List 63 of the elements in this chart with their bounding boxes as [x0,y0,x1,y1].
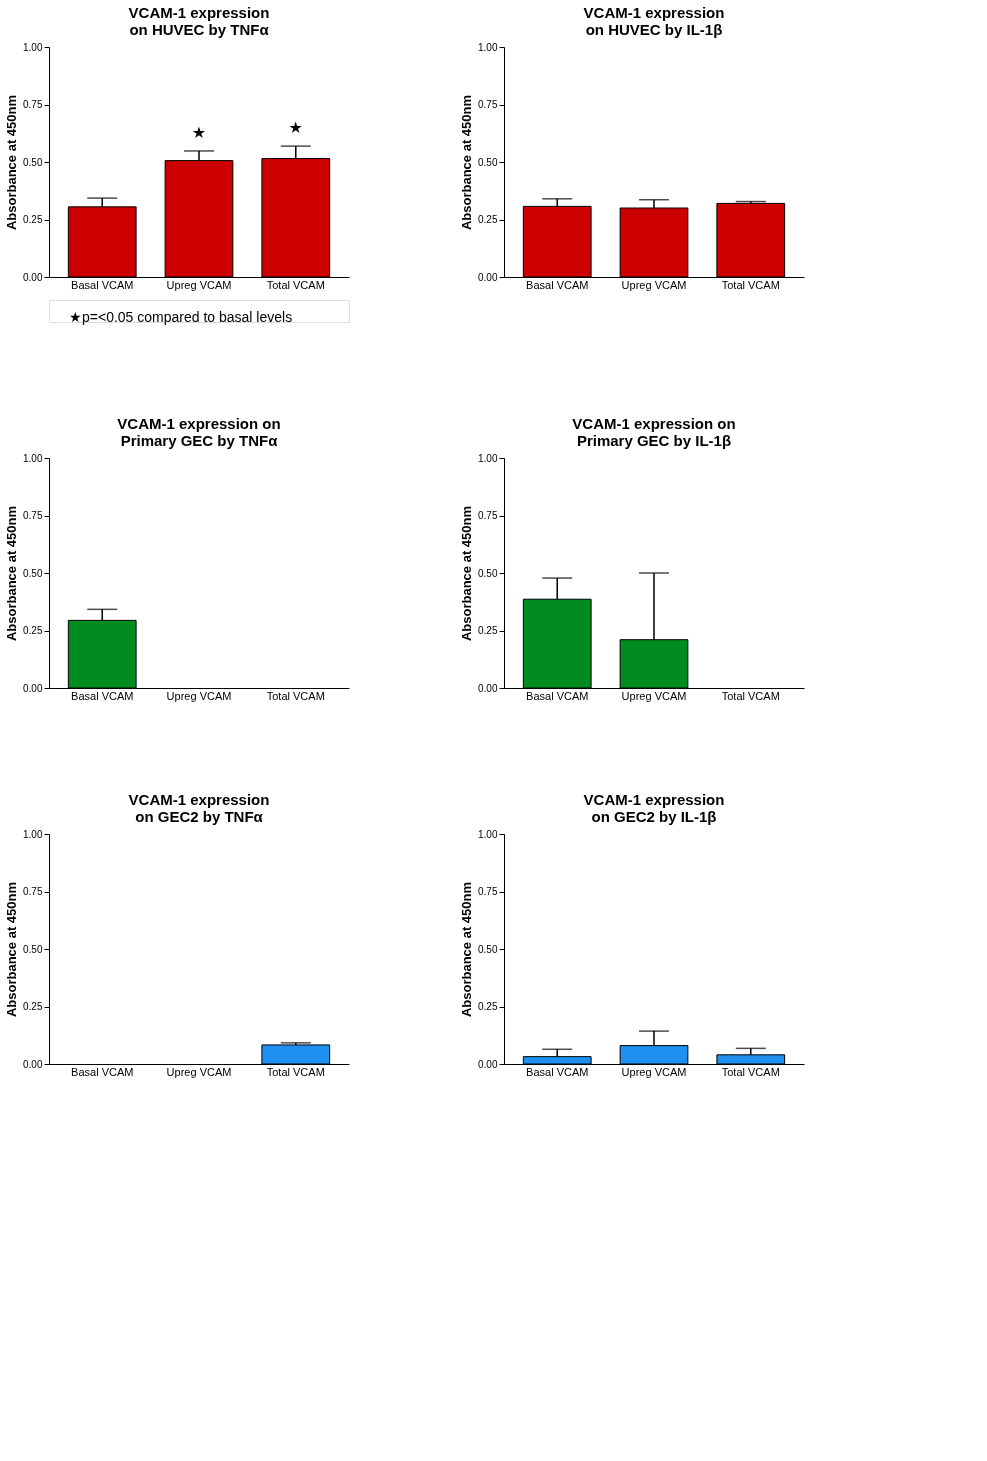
y-tick-label: 0.75 [478,510,498,521]
y-tick-label: 0.00 [23,271,43,283]
x-tick-label: Basal VCAM [526,1065,589,1078]
y-tick-label: 0.25 [478,214,498,225]
x-tick-label: Basal VCAM [526,689,589,702]
y-tick-label: 0.25 [478,1001,498,1012]
y-tick-label: 0.25 [23,1001,43,1012]
y-tick-label: 0.25 [478,625,498,636]
y-tick-label: 0.75 [23,886,43,897]
y-tick-label: 1.00 [23,828,43,840]
x-tick-label: Basal VCAM [526,278,589,291]
y-tick-label: 1.00 [478,828,498,840]
y-tick-label: 0.75 [23,510,43,521]
text: ★p=<0.05 compared to basal levels [69,309,293,325]
x-tick-label: Total VCAM [721,278,780,291]
y-tick-label: 0.00 [478,682,498,694]
y-tick-label: 0.50 [478,156,498,168]
y-tick-label: 0.50 [478,567,498,579]
y-tick-label: 0.75 [478,886,498,897]
x-tick-label: Upreg VCAM [166,1065,232,1078]
annotation: ★ [191,122,207,142]
chart-title: VCAM-1 expression on HUVEC by IL-1β [583,4,725,38]
x-tick-label: Total VCAM [721,689,780,702]
y-tick-label: 0.75 [23,99,43,110]
x-tick-label: Upreg VCAM [621,689,687,702]
y-tick-label: 0.75 [478,99,498,110]
y-tick-label: 1.00 [23,452,43,464]
y-axis-title: Absorbance at 450nm [459,881,475,1018]
y-tick-label: 0.50 [23,567,43,579]
x-tick-label: Upreg VCAM [166,278,232,291]
x-tick-label: Upreg VCAM [621,1065,687,1078]
y-axis-title: Absorbance at 450nm [4,505,20,642]
x-tick-label: Total VCAM [266,278,325,291]
y-axis-title: Absorbance at 450nm [4,94,20,231]
chart-title: VCAM-1 expression on HUVEC by TNFα [128,4,270,38]
y-tick-label: 0.25 [23,214,43,225]
x-tick-label: Upreg VCAM [166,689,232,702]
y-tick-label: 0.50 [23,943,43,955]
y-axis-title: Absorbance at 450nm [459,94,475,231]
y-tick-label: 0.00 [478,271,498,283]
y-tick-label: 0.00 [23,682,43,694]
x-tick-label: Basal VCAM [71,689,134,702]
x-tick-label: Total VCAM [721,1065,780,1078]
y-tick-label: 1.00 [478,41,498,53]
x-tick-label: Total VCAM [266,1065,325,1078]
y-tick-label: 0.50 [23,156,43,168]
y-tick-label: 0.00 [23,1058,43,1070]
y-tick-label: 1.00 [23,41,43,53]
y-axis-title: Absorbance at 450nm [4,881,20,1018]
x-tick-label: Basal VCAM [71,278,134,291]
chart-title: VCAM-1 expression on Primary GEC by TNFα [117,415,281,449]
y-tick-label: 0.00 [478,1058,498,1070]
chart-title: VCAM-1 expression on Primary GEC by IL-1β [572,415,736,449]
x-tick-label: Upreg VCAM [621,278,687,291]
y-tick-label: 0.25 [23,625,43,636]
chart-title: VCAM-1 expression on GEC2 by TNFα [128,791,270,825]
y-tick-label: 0.50 [478,943,498,955]
x-tick-label: Total VCAM [266,689,325,702]
y-tick-label: 1.00 [478,452,498,464]
y-axis-title: Absorbance at 450nm [459,505,475,642]
annotation: ★ [288,118,303,138]
x-tick-label: Basal VCAM [71,1065,134,1078]
chart-title: VCAM-1 expression on GEC2 by IL-1β [583,791,725,825]
